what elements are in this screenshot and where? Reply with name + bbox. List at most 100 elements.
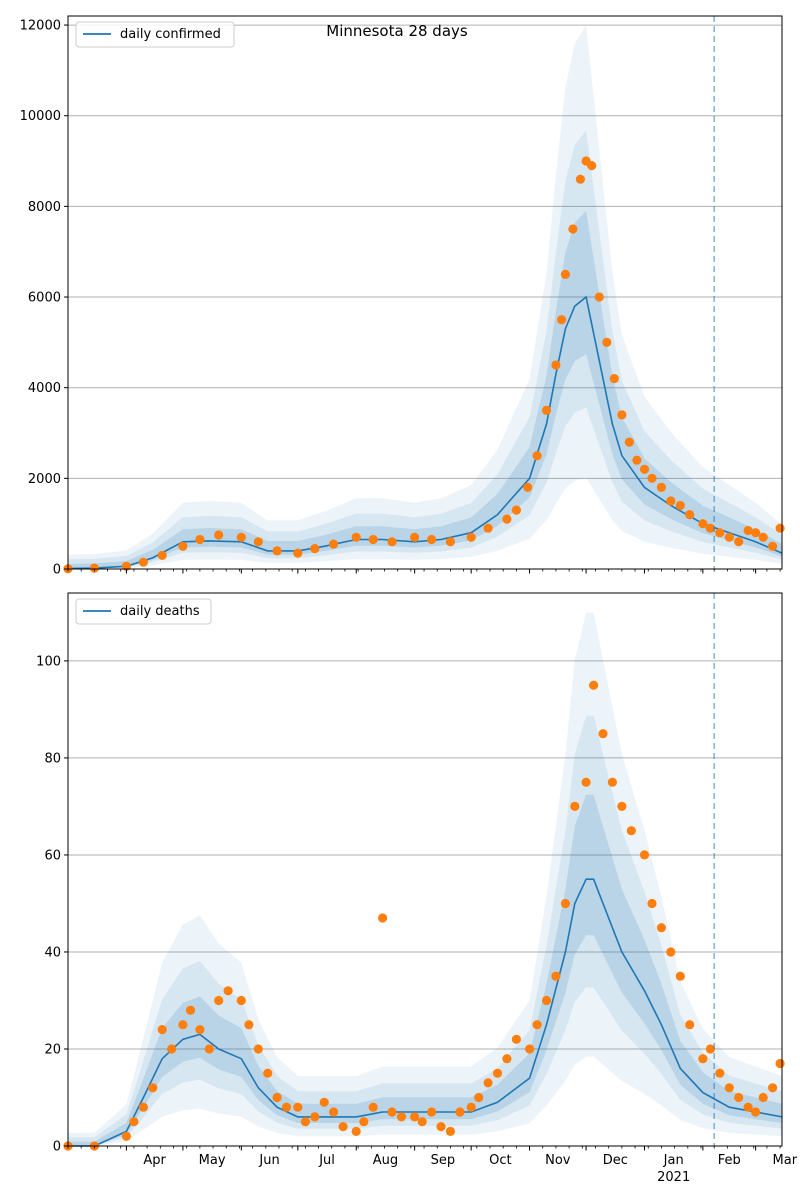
confirmed-point — [768, 541, 778, 551]
deaths-point — [455, 1107, 465, 1117]
chart-title: Minnesota 28 days — [326, 22, 468, 40]
confirmed-point — [751, 528, 761, 538]
deaths-point — [167, 1044, 177, 1054]
deaths-point — [685, 1020, 695, 1030]
confirmed-point — [329, 539, 339, 549]
confirmed-y-tick-label: 6000 — [28, 291, 61, 306]
deaths-point — [775, 1058, 785, 1069]
deaths-point — [551, 971, 561, 981]
confirmed-point — [624, 437, 635, 447]
deaths-line — [68, 878, 783, 1147]
deaths-x-tick-label: Mar — [773, 1153, 798, 1168]
confirmed-point — [724, 532, 734, 542]
deaths-legend: daily deaths — [75, 598, 212, 625]
deaths-x-tick-label: Feb — [718, 1153, 741, 1168]
confirmed-point — [410, 532, 420, 542]
confirmed-point — [775, 523, 785, 533]
deaths-legend-label: daily deaths — [120, 604, 200, 619]
confirmed-point — [483, 523, 493, 533]
deaths-x-tick-label: Nov — [545, 1153, 571, 1168]
deaths-x-tick-label: Sep — [431, 1153, 456, 1168]
deaths-y-tick-label: 80 — [44, 751, 61, 766]
deaths-point — [474, 1092, 484, 1103]
confirmed-y-tick-label: 8000 — [28, 200, 61, 215]
confirmed-x-ticks — [67, 569, 781, 574]
confirmed-point — [138, 557, 148, 567]
deaths-y-tick-label: 20 — [44, 1042, 61, 1057]
deaths-point — [319, 1097, 329, 1107]
confirmed-y-ticks: 0 2000 4000 6000 8000 10000 12000 — [20, 19, 68, 578]
deaths-point — [581, 777, 591, 787]
deaths-legend-box — [75, 598, 212, 625]
confirmed-point — [557, 315, 567, 325]
deaths-point — [338, 1122, 348, 1132]
deaths-point — [293, 1102, 303, 1112]
confirmed-point — [551, 360, 561, 370]
deaths-x-tick-label: Jan — [663, 1153, 684, 1168]
confirmed-point — [560, 269, 571, 279]
deaths-band-3 — [68, 612, 782, 1146]
deaths-point — [751, 1107, 761, 1117]
deaths-point — [244, 1020, 254, 1030]
deaths-point — [263, 1068, 273, 1078]
confirmed-point — [214, 530, 224, 540]
confirmed-point — [587, 161, 597, 171]
confirmed-point — [157, 550, 167, 561]
confirmed-point — [758, 532, 768, 542]
confirmed-point — [541, 405, 552, 415]
deaths-point — [351, 1126, 361, 1136]
deaths-x-tick-label: Jul — [318, 1153, 335, 1168]
deaths-y-tick-label: 0 — [53, 1140, 61, 1155]
deaths-y-tick-label: 100 — [36, 654, 61, 669]
deaths-x-tick-year: 2021 — [657, 1170, 690, 1185]
deaths-point — [427, 1107, 437, 1117]
deaths-point — [204, 1044, 214, 1054]
deaths-point — [705, 1044, 716, 1054]
deaths-point — [541, 995, 552, 1006]
deaths-point — [281, 1102, 292, 1112]
deaths-point — [436, 1122, 446, 1132]
deaths-axes-frame — [67, 592, 783, 1147]
deaths-point — [743, 1102, 753, 1112]
deaths-point — [483, 1078, 493, 1088]
deaths-points-layer — [63, 680, 785, 1151]
deaths-point — [758, 1092, 768, 1103]
deaths-point — [121, 1131, 131, 1141]
deaths-point — [417, 1117, 427, 1127]
deaths-point — [178, 1020, 188, 1030]
deaths-point — [138, 1102, 148, 1112]
deaths-panel: 0 20 40 60 80 100 Apr May Jun Jul Aug Sep Oct Nov Dec… — [36, 592, 798, 1185]
deaths-point — [236, 995, 246, 1006]
deaths-point — [396, 1112, 407, 1122]
deaths-point — [253, 1044, 263, 1054]
confirmed-band-3 — [68, 25, 782, 569]
confirmed-point — [466, 532, 476, 542]
deaths-band-1 — [68, 794, 782, 1146]
deaths-x-tick-label: Aug — [373, 1153, 398, 1168]
deaths-point — [148, 1083, 158, 1093]
confirmed-point — [310, 544, 320, 554]
confirmed-legend: daily confirmed — [75, 21, 235, 48]
deaths-point — [492, 1068, 503, 1078]
deaths-x-tick-label: Dec — [603, 1153, 628, 1168]
deaths-point — [532, 1020, 542, 1030]
deaths-band-2 — [68, 715, 782, 1146]
confirmed-line — [67, 295, 783, 570]
confirmed-point — [502, 514, 512, 524]
deaths-point — [387, 1107, 397, 1117]
confirmed-point — [594, 292, 604, 302]
confirmed-point — [511, 505, 521, 515]
confirmed-point — [445, 537, 455, 547]
deaths-point — [768, 1083, 778, 1093]
confirmed-point — [532, 451, 542, 461]
deaths-point — [617, 801, 627, 812]
confirmed-point — [656, 482, 667, 492]
confirmed-point — [568, 224, 578, 234]
confirmed-point — [427, 534, 437, 545]
deaths-point — [368, 1102, 378, 1112]
deaths-point — [157, 1025, 167, 1035]
deaths-point — [589, 680, 599, 690]
confirmed-y-tick-label: 10000 — [20, 109, 61, 124]
confirmed-legend-box — [75, 21, 235, 48]
